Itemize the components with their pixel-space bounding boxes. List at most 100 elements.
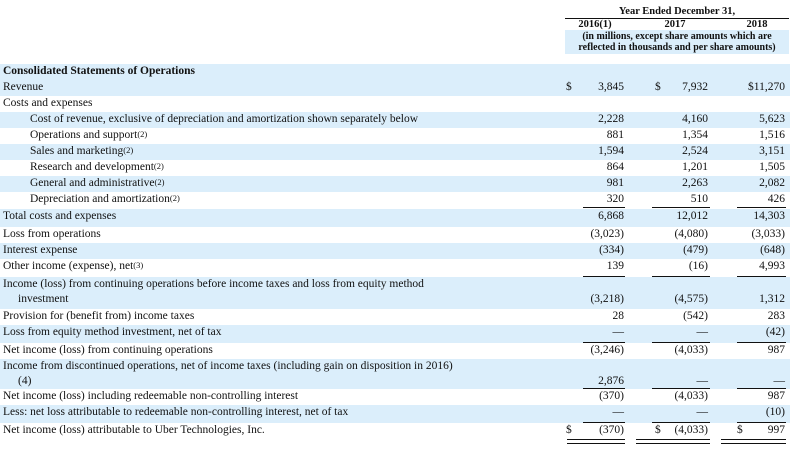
value-cell: (479) bbox=[683, 244, 708, 256]
table-row: Loss from equity method investment, net … bbox=[0, 325, 790, 343]
subtotal-rule bbox=[583, 388, 625, 389]
row-label: Loss from equity method investment, net … bbox=[3, 326, 222, 338]
table-row: Interest expense (334) (479) (648) bbox=[0, 243, 790, 259]
row-label: Less: net loss attributable to redeemabl… bbox=[3, 406, 349, 418]
table-row: Other income (expense), net(3) 139 (16) 4,9… bbox=[0, 259, 790, 277]
value-cell: 283 bbox=[767, 310, 785, 322]
row-label: Income from discontinued operations, net… bbox=[3, 360, 453, 372]
currency-symbol: $ bbox=[737, 424, 743, 436]
value-cell: 1,594 bbox=[598, 145, 624, 157]
row-label: Research and development(2) bbox=[30, 161, 164, 173]
table-row: Research and development(2) 864 1,201 1,505 bbox=[0, 160, 790, 176]
table-row: Revenue 3,845 7,932 $11,270 $ $ bbox=[0, 80, 790, 96]
subtotal-rule bbox=[583, 422, 625, 423]
units-note: (in millions, except share amounts which… bbox=[565, 30, 789, 54]
value-cell: (3,218) bbox=[590, 293, 624, 305]
subtotal-rule bbox=[737, 276, 786, 277]
subtotal-rule bbox=[583, 207, 625, 208]
total-double-rule bbox=[636, 439, 710, 444]
row-label: Cost of revenue, exclusive of depreciati… bbox=[30, 113, 418, 125]
value-cell: (3,023) bbox=[590, 228, 624, 240]
footnote-ref: (3) bbox=[133, 260, 144, 270]
row-label: Provision for (benefit from) income taxe… bbox=[3, 310, 195, 322]
row-label: Revenue bbox=[3, 81, 44, 93]
value-cell: (648) bbox=[760, 244, 785, 256]
value-cell: 1,505 bbox=[759, 161, 785, 173]
table-row: Costs and expenses bbox=[0, 96, 790, 112]
table-row: Total costs and expenses 6,868 12,012 14,30… bbox=[0, 209, 790, 227]
subtotal-rule bbox=[737, 207, 786, 208]
row-label: Income (loss) from continuing operations… bbox=[3, 278, 424, 290]
value-cell: (370) bbox=[599, 424, 624, 436]
table-row: Cost of revenue, exclusive of depreciati… bbox=[0, 112, 790, 128]
footnote-ref: (2) bbox=[123, 145, 134, 155]
value-cell: 12,012 bbox=[676, 210, 708, 222]
currency-symbol: $ bbox=[655, 81, 661, 93]
value-cell: 997 bbox=[767, 424, 785, 436]
value-cell: 2,228 bbox=[598, 113, 624, 125]
row-label: Total costs and expenses bbox=[3, 210, 117, 222]
row-label: Sales and marketing(2) bbox=[30, 145, 134, 157]
total-double-rule bbox=[721, 439, 786, 444]
value-cell: 139 bbox=[606, 260, 624, 272]
total-double-rule bbox=[567, 439, 625, 444]
row-label: Loss from operations bbox=[3, 228, 101, 240]
value-cell: 28 bbox=[612, 310, 625, 322]
table-row: Income from discontinued operations, net… bbox=[0, 359, 790, 389]
row-label-continued: (4) bbox=[18, 375, 32, 387]
table-row: Net income (loss) from continuing operat… bbox=[0, 343, 790, 359]
table-row: Income (loss) from continuing operations… bbox=[0, 277, 790, 309]
row-label: General and administrative(2) bbox=[30, 177, 165, 189]
subtotal-rule bbox=[737, 342, 786, 343]
value-cell: (4,033) bbox=[674, 390, 708, 402]
row-label: Net income (loss) attributable to Uber T… bbox=[3, 424, 265, 436]
currency-symbol: $ bbox=[566, 424, 572, 436]
value-cell: (42) bbox=[765, 326, 785, 338]
value-cell: 1,312 bbox=[759, 293, 785, 305]
value-cell: (334) bbox=[599, 244, 624, 256]
value-cell: 4,160 bbox=[682, 113, 708, 125]
value-cell: 1,201 bbox=[682, 161, 708, 173]
table-row: Sales and marketing(2) 1,594 2,524 3,151 bbox=[0, 144, 790, 160]
value-cell: 6,868 bbox=[598, 210, 624, 222]
subtotal-rule bbox=[652, 276, 710, 277]
value-cell: (3,033) bbox=[751, 228, 785, 240]
table-row: Net income (loss) attributable to Uber T… bbox=[0, 423, 790, 441]
value-cell: — bbox=[612, 326, 625, 338]
value-cell: (4,575) bbox=[674, 293, 708, 305]
value-cell: — bbox=[696, 406, 709, 418]
value-cell: (542) bbox=[683, 310, 708, 322]
value-cell: 3,151 bbox=[759, 145, 785, 157]
value-cell: $11,270 bbox=[748, 81, 785, 93]
value-cell: 2,876 bbox=[598, 375, 624, 387]
value-cell: 14,303 bbox=[753, 210, 785, 222]
value-cell: (3,246) bbox=[590, 344, 624, 356]
footnote-ref: (2) bbox=[153, 161, 164, 171]
value-cell: (10) bbox=[765, 406, 785, 418]
value-cell: (370) bbox=[599, 390, 624, 402]
subtotal-rule bbox=[583, 276, 625, 277]
value-cell: (4,033) bbox=[674, 344, 708, 356]
value-cell: 4,993 bbox=[759, 260, 785, 272]
value-cell: 7,932 bbox=[682, 81, 708, 93]
value-cell: 320 bbox=[606, 193, 624, 205]
value-cell: (4,033) bbox=[674, 424, 708, 436]
row-label: Net income (loss) including redeemable n… bbox=[3, 390, 299, 402]
footnote-ref: (2) bbox=[137, 129, 148, 139]
row-label: Net income (loss) from continuing operat… bbox=[3, 344, 213, 356]
subtotal-rule bbox=[583, 342, 625, 343]
value-cell: 2,263 bbox=[682, 177, 708, 189]
value-cell: 981 bbox=[606, 177, 624, 189]
subtotal-rule bbox=[652, 342, 710, 343]
value-cell: 2,524 bbox=[682, 145, 708, 157]
section-title: Consolidated Statements of Operations bbox=[3, 65, 195, 77]
table-row: Depreciation and amortization(2) 320 510 42… bbox=[0, 192, 790, 208]
value-cell: 2,082 bbox=[759, 177, 785, 189]
subtotal-rule bbox=[652, 388, 710, 389]
value-cell: 987 bbox=[767, 344, 785, 356]
subtotal-rule bbox=[737, 388, 786, 389]
section-title-row: Consolidated Statements of Operations bbox=[0, 64, 790, 80]
row-label: Operations and support(2) bbox=[30, 129, 148, 141]
subtotal-rule bbox=[652, 422, 710, 423]
row-label: Interest expense bbox=[3, 244, 78, 256]
